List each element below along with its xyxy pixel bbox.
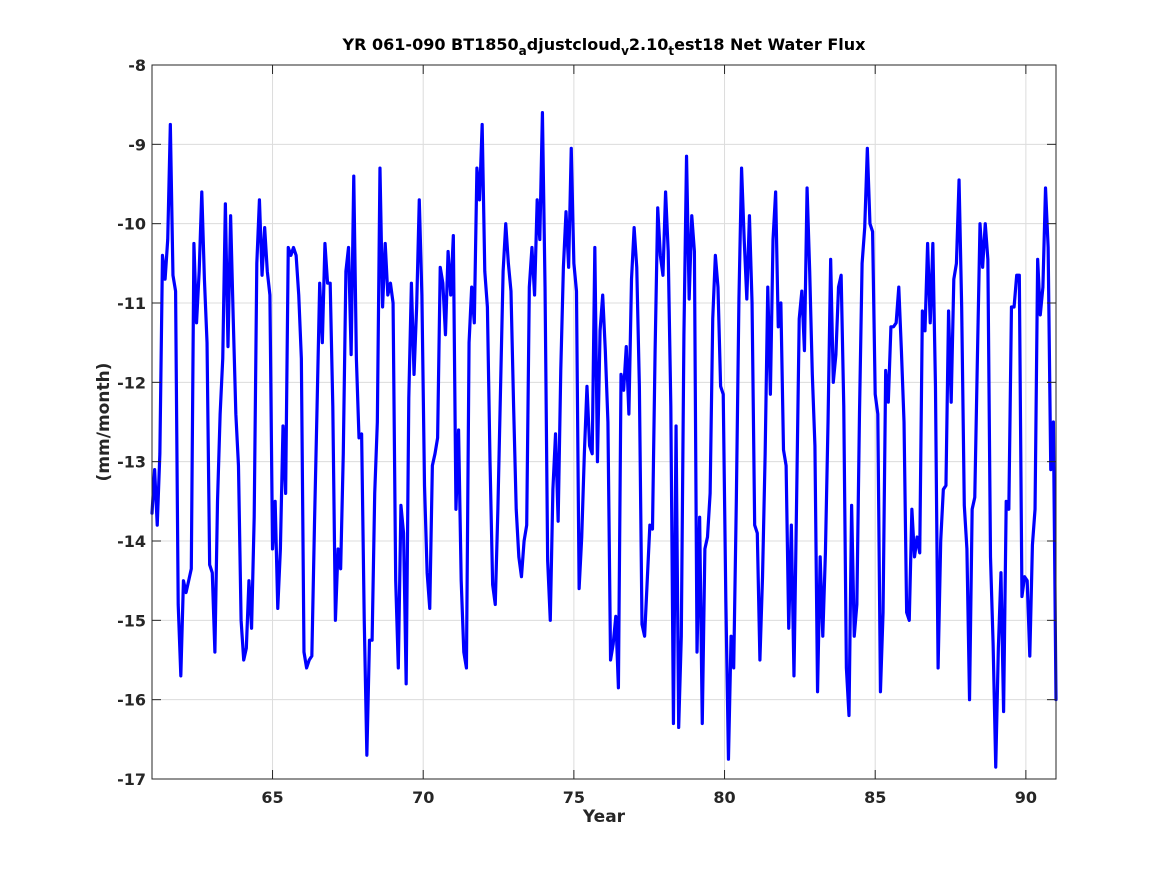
y-tick-label: -14 bbox=[117, 532, 146, 551]
plot-border bbox=[151, 64, 1057, 780]
y-tick-label: -16 bbox=[117, 691, 146, 710]
y-tick-label: -17 bbox=[117, 770, 146, 789]
tick-marks bbox=[152, 64, 1056, 780]
series-line bbox=[150, 110, 1058, 769]
y-tick-label: -9 bbox=[128, 135, 146, 154]
title-segment: djustcloud bbox=[527, 35, 621, 54]
title-subscript: a bbox=[519, 44, 527, 58]
series-group bbox=[150, 110, 1058, 769]
x-tick-label: 85 bbox=[864, 788, 886, 807]
y-tick-label: -13 bbox=[117, 453, 146, 472]
x-tick-labels: 65 70 75 80 85 90 bbox=[261, 788, 1037, 807]
x-tick-label: 80 bbox=[713, 788, 735, 807]
y-tick-label: -12 bbox=[117, 373, 146, 392]
x-tick-label: 90 bbox=[1015, 788, 1037, 807]
title-subscript: t bbox=[668, 44, 674, 58]
y-tick-labels: -17 -16 -15 -14 -13 -12 -11 -10 -9 -8 bbox=[117, 56, 146, 789]
y-tick-label: -10 bbox=[117, 215, 146, 234]
title-segment: YR 061-090 BT1850 bbox=[342, 35, 519, 54]
title-segment: 2.10 bbox=[629, 35, 668, 54]
x-tick-label: 75 bbox=[563, 788, 585, 807]
x-tick-label: 70 bbox=[412, 788, 434, 807]
y-tick-label: -15 bbox=[117, 611, 146, 630]
chart-title: YR 061-090 BT1850adjustcloudv2.10test18 … bbox=[342, 35, 867, 58]
y-axis-label: (mm/month) bbox=[94, 363, 114, 482]
x-tick-label: 65 bbox=[261, 788, 283, 807]
title-segment: est18 Net Water Flux bbox=[674, 35, 866, 54]
x-axis-label: Year bbox=[582, 807, 626, 827]
y-tick-label: -11 bbox=[117, 294, 146, 313]
y-tick-label: -8 bbox=[128, 56, 146, 75]
title-subscript: v bbox=[621, 44, 629, 58]
